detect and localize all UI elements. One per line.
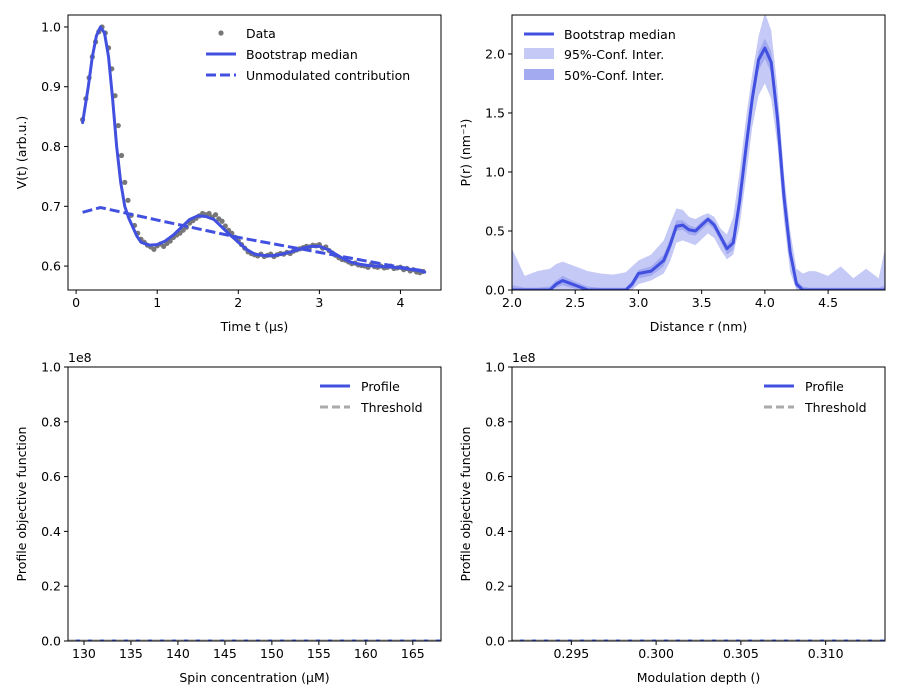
data-point — [118, 152, 125, 159]
y-tick-label: 0.8 — [41, 414, 61, 429]
axes-frame — [67, 14, 442, 291]
y-axis-label: P(r) (nm⁻¹) — [458, 119, 473, 187]
y-tick-label: 0.7 — [41, 199, 61, 214]
y-tick-label: 1.0 — [485, 360, 505, 375]
x-tick-label: 145 — [213, 646, 237, 661]
y-axis-label: Profile objective function — [14, 427, 29, 582]
x-tick-label: 3.5 — [692, 295, 712, 310]
plot-area — [79, 24, 427, 276]
y-axis-label: V(t) (arb.u.) — [14, 116, 29, 190]
axes-frame — [511, 14, 886, 291]
legend-label: 50%-Conf. Inter. — [564, 68, 664, 83]
legend-marker-95 — [524, 48, 554, 59]
legend-label: Unmodulated contribution — [246, 68, 410, 83]
series-bootstrap-median — [512, 46, 885, 290]
x-tick-label: 0.295 — [553, 646, 589, 661]
y-tick-label: 0.5 — [485, 223, 505, 238]
x-tick-label: 4.0 — [755, 295, 775, 310]
data-point — [125, 197, 131, 203]
legend: Profile Threshold — [764, 379, 867, 415]
y-axis-label: Profile objective function — [458, 427, 473, 582]
x-tick-label: 165 — [401, 646, 425, 661]
x-tick-label: 135 — [119, 646, 143, 661]
legend-label: 95%-Conf. Inter. — [564, 47, 664, 62]
legend-label: Threshold — [360, 400, 423, 415]
y-tick-label: 2.0 — [485, 46, 505, 61]
x-tick-label: 0.310 — [808, 646, 844, 661]
chart-3: 130 135 140 145 150 155 160 165 0.0 0.2 0.4 0.6 0.8 1… — [14, 350, 442, 685]
x-tick-label: 0.305 — [723, 646, 759, 661]
x-tick-label: 150 — [260, 646, 284, 661]
x-axis-label: Time t (µs) — [220, 319, 289, 334]
y-tick-label: 0.2 — [41, 579, 61, 594]
x-tick-label: 130 — [72, 646, 96, 661]
data-point — [212, 212, 219, 218]
x-tick-label: 140 — [166, 646, 190, 661]
y-tick-label: 0.8 — [485, 414, 505, 429]
legend-label: Data — [246, 26, 276, 41]
chart-2: 2.0 2.5 3.0 3.5 4.0 4.5 0.0 0.5 1.0 1.5 2.0 Distanc… — [458, 14, 886, 334]
y-tick-label: 0.4 — [41, 524, 61, 539]
y-tick-label: 1.0 — [485, 164, 505, 179]
legend-marker-50 — [524, 69, 554, 80]
series-bootstrap-median — [81, 25, 427, 274]
axes-frame — [67, 366, 442, 642]
data-point — [219, 218, 225, 224]
x-tick-label: 0.300 — [638, 646, 674, 661]
chart-1: 0 1 2 3 4 0.6 0.7 0.8 0.9 1.0 Time t (µs) V(t) (arb… — [14, 14, 442, 334]
y-tick-label: 0.4 — [485, 524, 505, 539]
legend: Bootstrap median 95%-Conf. Inter. 50%-Conf… — [524, 27, 676, 83]
y-tick-label: 0.8 — [41, 139, 61, 154]
series-unmodulated-contribution — [82, 205, 425, 273]
chart-4: 0.295 0.300 0.305 0.310 0.0 0.2 0.4 0.6 0.8 1.0 Mo… — [458, 350, 886, 685]
x-tick-label: 160 — [354, 646, 378, 661]
plot-area — [512, 15, 885, 290]
data-point — [115, 122, 121, 129]
legend-label: Bootstrap median — [246, 47, 358, 62]
data-point — [122, 179, 128, 185]
x-axis-label: Distance r (nm) — [650, 319, 748, 334]
x-axis-label: Modulation depth () — [637, 670, 760, 685]
x-tick-label: 4.5 — [818, 295, 838, 310]
y-tick-label: 1.0 — [41, 19, 61, 34]
y-tick-label: 1.5 — [485, 105, 505, 120]
x-tick-label: 3.0 — [628, 295, 648, 310]
axis-offset-label: 1e8 — [68, 350, 92, 365]
legend-label: Profile — [805, 379, 844, 394]
legend-marker-data — [218, 30, 224, 36]
y-tick-label: 0.6 — [41, 259, 61, 274]
x-tick-label: 4 — [396, 295, 404, 310]
axis-offset-label: 1e8 — [512, 350, 536, 365]
axes-frame — [511, 366, 886, 642]
band-95-conf — [512, 15, 885, 290]
y-tick-label: 1.0 — [41, 360, 61, 375]
y-tick-label: 0.0 — [41, 634, 61, 649]
x-tick-label: 2 — [234, 295, 242, 310]
x-tick-label: 0 — [72, 295, 80, 310]
x-tick-label: 1 — [153, 295, 161, 310]
data-point — [206, 210, 212, 217]
y-tick-label: 0.6 — [485, 469, 505, 484]
x-axis-label: Spin concentration (μM) — [179, 670, 329, 685]
plots-layer: 0 1 2 3 4 0.6 0.7 0.8 0.9 1.0 Time t (µs) V(t) (arb… — [14, 14, 886, 685]
y-tick-label: 0.0 — [485, 634, 505, 649]
legend-label: Bootstrap median — [564, 27, 676, 42]
y-tick-label: 0.0 — [485, 283, 505, 298]
legend-label: Profile — [361, 379, 400, 394]
legend: Data Bootstrap median Unmodulated contribu… — [206, 26, 410, 83]
y-tick-label: 0.2 — [485, 579, 505, 594]
legend-label: Threshold — [804, 400, 867, 415]
x-tick-label: 2.5 — [565, 295, 585, 310]
legend: Profile Threshold — [320, 379, 423, 415]
y-tick-label: 0.6 — [41, 469, 61, 484]
x-tick-label: 155 — [307, 646, 331, 661]
data-point — [151, 246, 157, 252]
x-tick-label: 3 — [315, 295, 323, 310]
x-tick-label: 2.0 — [502, 295, 522, 310]
y-tick-label: 0.9 — [41, 79, 61, 94]
